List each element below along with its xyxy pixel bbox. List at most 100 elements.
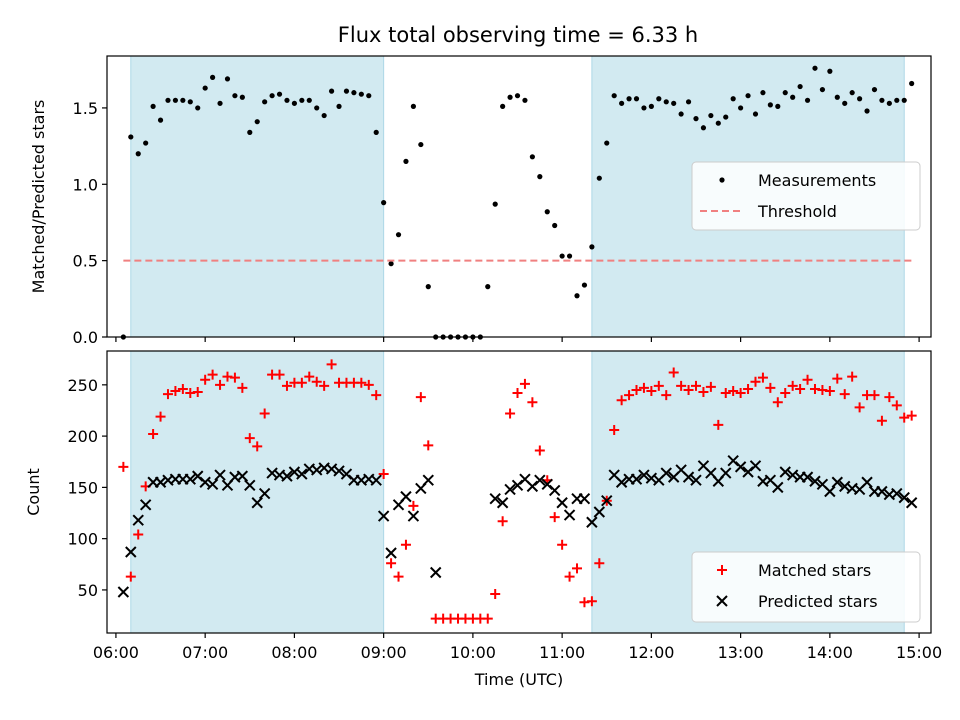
measurement-point <box>180 97 186 103</box>
legend: Measurements Threshold <box>691 161 921 231</box>
y-tick-label: 0.5 <box>73 252 98 271</box>
measurement-point <box>723 114 729 120</box>
predicted-star-point <box>578 492 591 505</box>
predicted-star-point <box>779 466 791 478</box>
measurement-point <box>210 74 216 80</box>
predicted-star-point <box>861 476 873 488</box>
matched-star-point <box>192 387 203 398</box>
matched-star-point <box>371 390 382 401</box>
matched-star-point <box>237 382 248 393</box>
measurement-point <box>685 99 692 105</box>
matched-star-point <box>125 571 136 582</box>
matched-star-point <box>795 383 806 394</box>
matched-star-point <box>378 469 389 480</box>
matched-star-point <box>386 558 397 569</box>
measurement-point <box>782 90 788 96</box>
matched-star-point <box>133 529 144 540</box>
measurement-point <box>425 284 431 290</box>
predicted-star-point <box>370 474 382 486</box>
measurement-point <box>775 103 781 109</box>
measurement-point <box>619 100 625 106</box>
matched-star-point <box>891 400 902 411</box>
matched-star-point <box>884 392 895 403</box>
predicted-star-point <box>333 465 345 477</box>
predicted-star-point <box>586 516 598 528</box>
measurement-point <box>135 151 141 157</box>
measurement-point <box>648 103 654 109</box>
measurement-point <box>485 284 491 290</box>
matched-star-point <box>705 381 716 392</box>
x-tick-label: 15:00 <box>896 643 942 662</box>
measurement-point <box>552 222 558 229</box>
measurement-point <box>819 86 826 93</box>
matched-star-point <box>839 389 850 400</box>
measurement-point <box>410 103 416 109</box>
matched-star-point <box>229 372 240 383</box>
legend-label: Measurements <box>758 171 876 190</box>
predicted-star-point <box>407 510 420 522</box>
legend-label: Threshold <box>757 202 837 221</box>
measurement-point <box>492 201 498 207</box>
measurement-point <box>202 85 208 91</box>
predicted-star-point <box>801 471 814 483</box>
x-tick-label: 08:00 <box>271 643 317 662</box>
predicted-star-point <box>534 474 546 486</box>
predicted-star-point <box>630 473 643 485</box>
matched-star-point <box>490 589 501 600</box>
matched-star-point <box>899 412 910 423</box>
matched-star-point <box>869 390 880 401</box>
matched-star-point <box>735 388 746 399</box>
matched-star-point <box>906 410 917 421</box>
measurement-point <box>269 93 275 99</box>
matched-star-point <box>311 376 322 387</box>
predicted-star-point <box>125 546 137 558</box>
matched-star-point <box>586 596 597 607</box>
x-tick-label: 10:00 <box>450 643 496 662</box>
matched-star-point <box>832 373 843 384</box>
measurement-point <box>254 119 260 125</box>
predicted-star-point <box>400 490 412 503</box>
predicted-star-point <box>236 470 249 482</box>
matched-star-point <box>876 415 887 426</box>
matched-star-point <box>743 383 754 394</box>
y-tick-label: 1.0 <box>73 175 98 194</box>
legend-marker <box>719 177 725 183</box>
matched-star-point <box>750 376 761 387</box>
measurement-point <box>894 97 900 103</box>
measurement-point <box>395 232 402 238</box>
legend-marker <box>716 595 728 607</box>
matched-star-point <box>564 571 575 582</box>
predicted-star-point <box>905 497 918 509</box>
matched-star-point <box>824 385 835 396</box>
measurement-point <box>715 120 721 126</box>
measurement-point <box>566 253 573 259</box>
predicted-star-point <box>206 478 219 491</box>
measurement-point <box>842 100 848 106</box>
predicted-star-point <box>422 474 434 486</box>
matched-star-point <box>720 388 731 399</box>
matched-star-point <box>497 516 508 527</box>
matched-star-point <box>296 377 307 388</box>
x-tick-label: 13:00 <box>718 643 764 662</box>
matched-star-point <box>527 397 538 408</box>
measurement-point <box>276 91 283 97</box>
measurement-point <box>343 88 350 94</box>
matched-star-point <box>757 372 768 383</box>
predicted-star-point <box>251 497 263 509</box>
measurement-point <box>284 97 290 103</box>
measurement-point <box>157 117 164 123</box>
predicted-star-point <box>563 509 576 521</box>
measurement-point <box>128 134 134 140</box>
predicted-star-point <box>601 495 613 507</box>
y-tick-label: 0.0 <box>73 328 98 347</box>
predicted-star-point <box>749 460 762 472</box>
matched-star-point <box>356 377 367 388</box>
x-tick-label: 09:00 <box>361 643 407 662</box>
predicted-star-point <box>504 483 516 496</box>
measurement-point <box>306 97 312 103</box>
matched-star-point <box>155 411 166 422</box>
measurement-point <box>849 90 855 96</box>
measurement-point <box>381 200 387 206</box>
matched-star-point <box>713 419 724 430</box>
measurement-point <box>790 94 796 100</box>
